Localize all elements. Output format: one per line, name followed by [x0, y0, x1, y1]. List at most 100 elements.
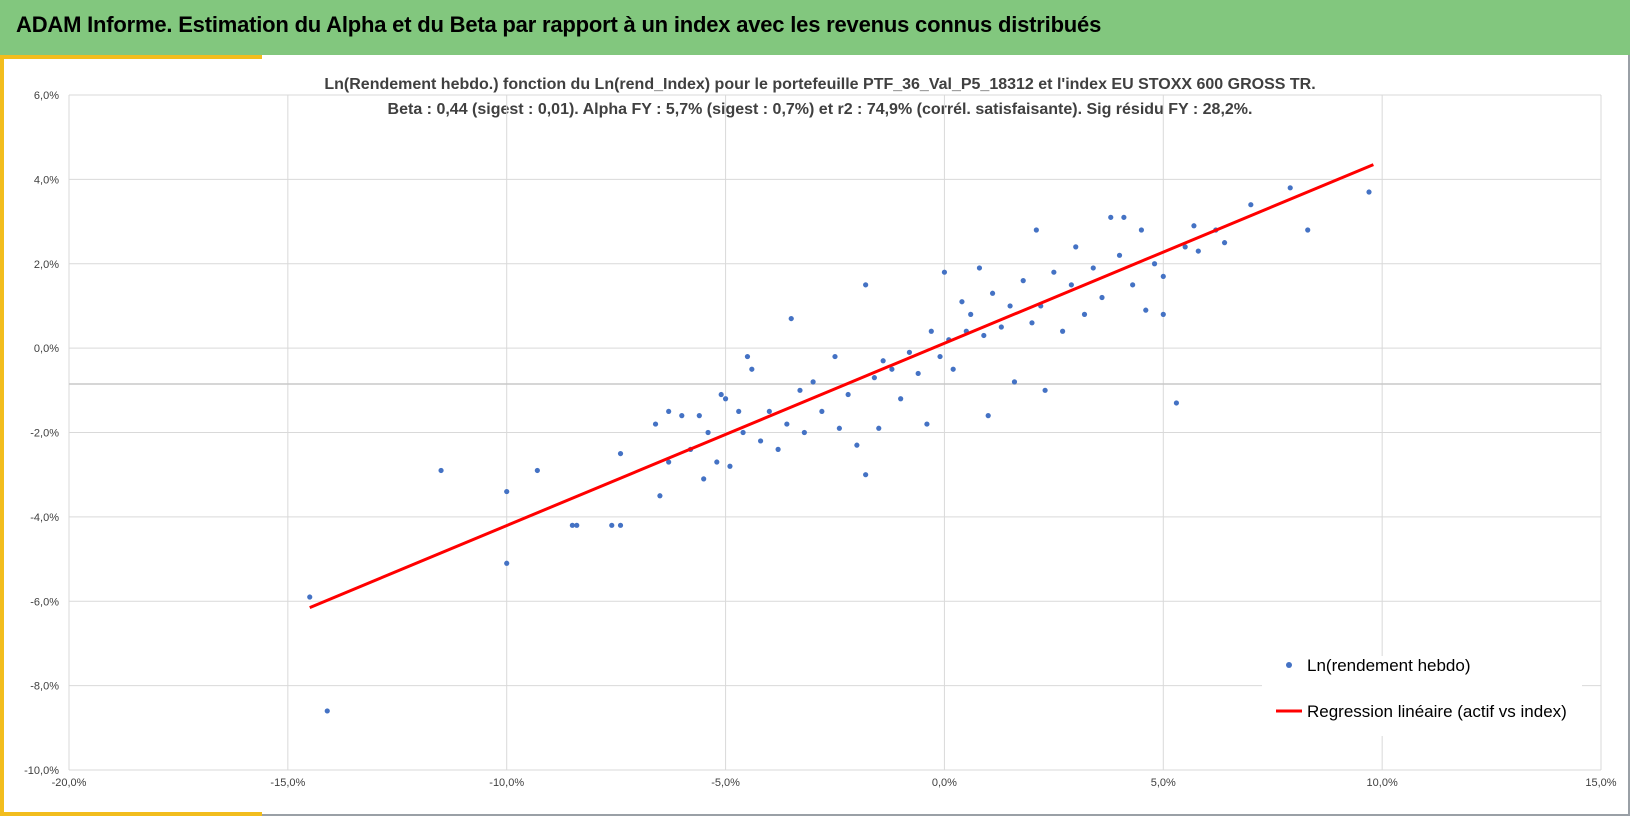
scatter-point	[1033, 227, 1039, 233]
report-header: ADAM Informe. Estimation du Alpha et du …	[0, 0, 1630, 55]
legend-box	[1262, 656, 1582, 736]
x-tick-label: 0,0%	[932, 777, 957, 789]
scatter-points	[307, 185, 1372, 714]
scatter-point	[1042, 387, 1048, 393]
scatter-point	[504, 488, 510, 495]
chart-title-line2: Beta : 0,44 (sigest : 0,01). Alpha FY : …	[388, 101, 1253, 118]
scatter-point	[1151, 261, 1158, 267]
scatter-point	[718, 391, 724, 398]
y-tick-label: 0,0%	[34, 343, 59, 355]
regression-line-group	[309, 163, 1374, 609]
x-axis-ticks: -20,0% -15,0% -10,0% -5,0% 0,0% 5,0% 10,0% 15,0…	[52, 777, 1617, 789]
scatter-point	[324, 708, 330, 714]
y-tick-label: -6,0%	[30, 596, 59, 608]
scatter-point	[863, 472, 869, 478]
scatter-point	[1366, 189, 1372, 195]
scatter-point	[898, 396, 904, 402]
report-title: ADAM Informe. Estimation du Alpha et du …	[16, 12, 1102, 37]
scatter-point	[836, 425, 842, 431]
scatter-point	[679, 413, 685, 419]
scatter-point	[1248, 202, 1254, 208]
scatter-point	[775, 446, 781, 452]
scatter-point	[801, 429, 807, 436]
x-tick-label: -10,0%	[489, 777, 524, 789]
scatter-point	[736, 408, 742, 415]
scatter-point	[928, 328, 934, 334]
scatter-point	[1173, 400, 1180, 406]
scatter-point	[1011, 379, 1018, 385]
scatter-point	[854, 442, 860, 448]
scatter-point	[1108, 214, 1114, 220]
scatter-point	[1138, 227, 1144, 233]
scatter-point	[1068, 282, 1074, 288]
scatter-point	[749, 366, 755, 372]
scatter-point	[950, 366, 956, 372]
scatter-point	[727, 463, 733, 469]
scatter-point	[989, 290, 996, 296]
y-axis-ticks: -10,0% -8,0% -6,0% -4,0% -2,0% 0,0% 2,0% 4,0% 6,…	[24, 90, 59, 777]
scatter-point	[915, 370, 921, 377]
x-tick-label: -15,0%	[270, 777, 305, 789]
y-tick-label: 4,0%	[34, 174, 59, 186]
scatter-point	[871, 375, 877, 381]
scatter-point	[845, 391, 851, 398]
scatter-point	[307, 594, 313, 600]
accent-bar-left	[0, 55, 4, 816]
scatter-point	[534, 467, 540, 474]
scatter-point	[714, 459, 720, 465]
x-tick-label: -5,0%	[711, 777, 740, 789]
scatter-point	[876, 425, 882, 431]
scatter-point	[574, 522, 580, 528]
scatter-point	[976, 265, 983, 271]
scatter-point	[766, 408, 772, 415]
legend-label-scatter: Ln(rendement hebdo)	[1307, 656, 1471, 675]
y-tick-label: -8,0%	[30, 681, 59, 693]
scatter-point	[1051, 269, 1057, 275]
scatter-point	[1060, 328, 1066, 334]
scatter-point	[784, 421, 790, 427]
scatter-point	[1116, 252, 1123, 258]
scatter-point	[1160, 311, 1166, 317]
scatter-point	[657, 493, 663, 499]
x-tick-label: -20,0%	[52, 777, 87, 789]
x-tick-label: 10,0%	[1367, 777, 1398, 789]
scatter-point	[1121, 214, 1127, 220]
accent-bar-top	[0, 55, 262, 59]
scatter-point	[722, 396, 729, 402]
scatter-point	[569, 522, 575, 528]
scatter-point	[985, 413, 991, 419]
scatter-point	[701, 476, 707, 482]
y-tick-label: -2,0%	[30, 428, 59, 440]
scatter-point	[1287, 185, 1293, 191]
x-tick-label: 15,0%	[1585, 777, 1616, 789]
scatter-point	[1160, 273, 1166, 280]
accent-bar-bottom	[0, 812, 262, 816]
scatter-point	[1020, 278, 1026, 284]
scatter-point	[744, 353, 751, 360]
y-tick-label: 6,0%	[34, 90, 59, 102]
x-tick-label: 5,0%	[1151, 777, 1176, 789]
scatter-point	[1073, 244, 1079, 250]
scatter-point	[906, 349, 913, 355]
scatter-point	[1130, 282, 1136, 288]
scatter-point	[666, 408, 672, 415]
scatter-point	[1007, 303, 1013, 309]
frame-border-bottom	[262, 814, 1630, 816]
scatter-point	[1191, 223, 1197, 229]
y-tick-label: -4,0%	[30, 512, 59, 524]
frame-border-right	[1628, 55, 1630, 816]
scatter-point	[1081, 311, 1088, 317]
scatter-point	[1090, 265, 1096, 271]
scatter-point	[797, 387, 803, 393]
legend-label-regression: Regression linéaire (actif vs index)	[1307, 702, 1567, 721]
scatter-point	[981, 332, 987, 339]
scatter-point	[1182, 244, 1188, 250]
scatter-point	[863, 282, 869, 288]
chart-legend: Ln(rendement hebdo) Regression linéaire …	[1262, 656, 1582, 736]
scatter-point	[788, 315, 794, 322]
regression-line	[309, 163, 1374, 609]
legend-marker-scatter	[1286, 662, 1292, 668]
scatter-point	[937, 353, 943, 360]
scatter-point	[968, 311, 974, 317]
